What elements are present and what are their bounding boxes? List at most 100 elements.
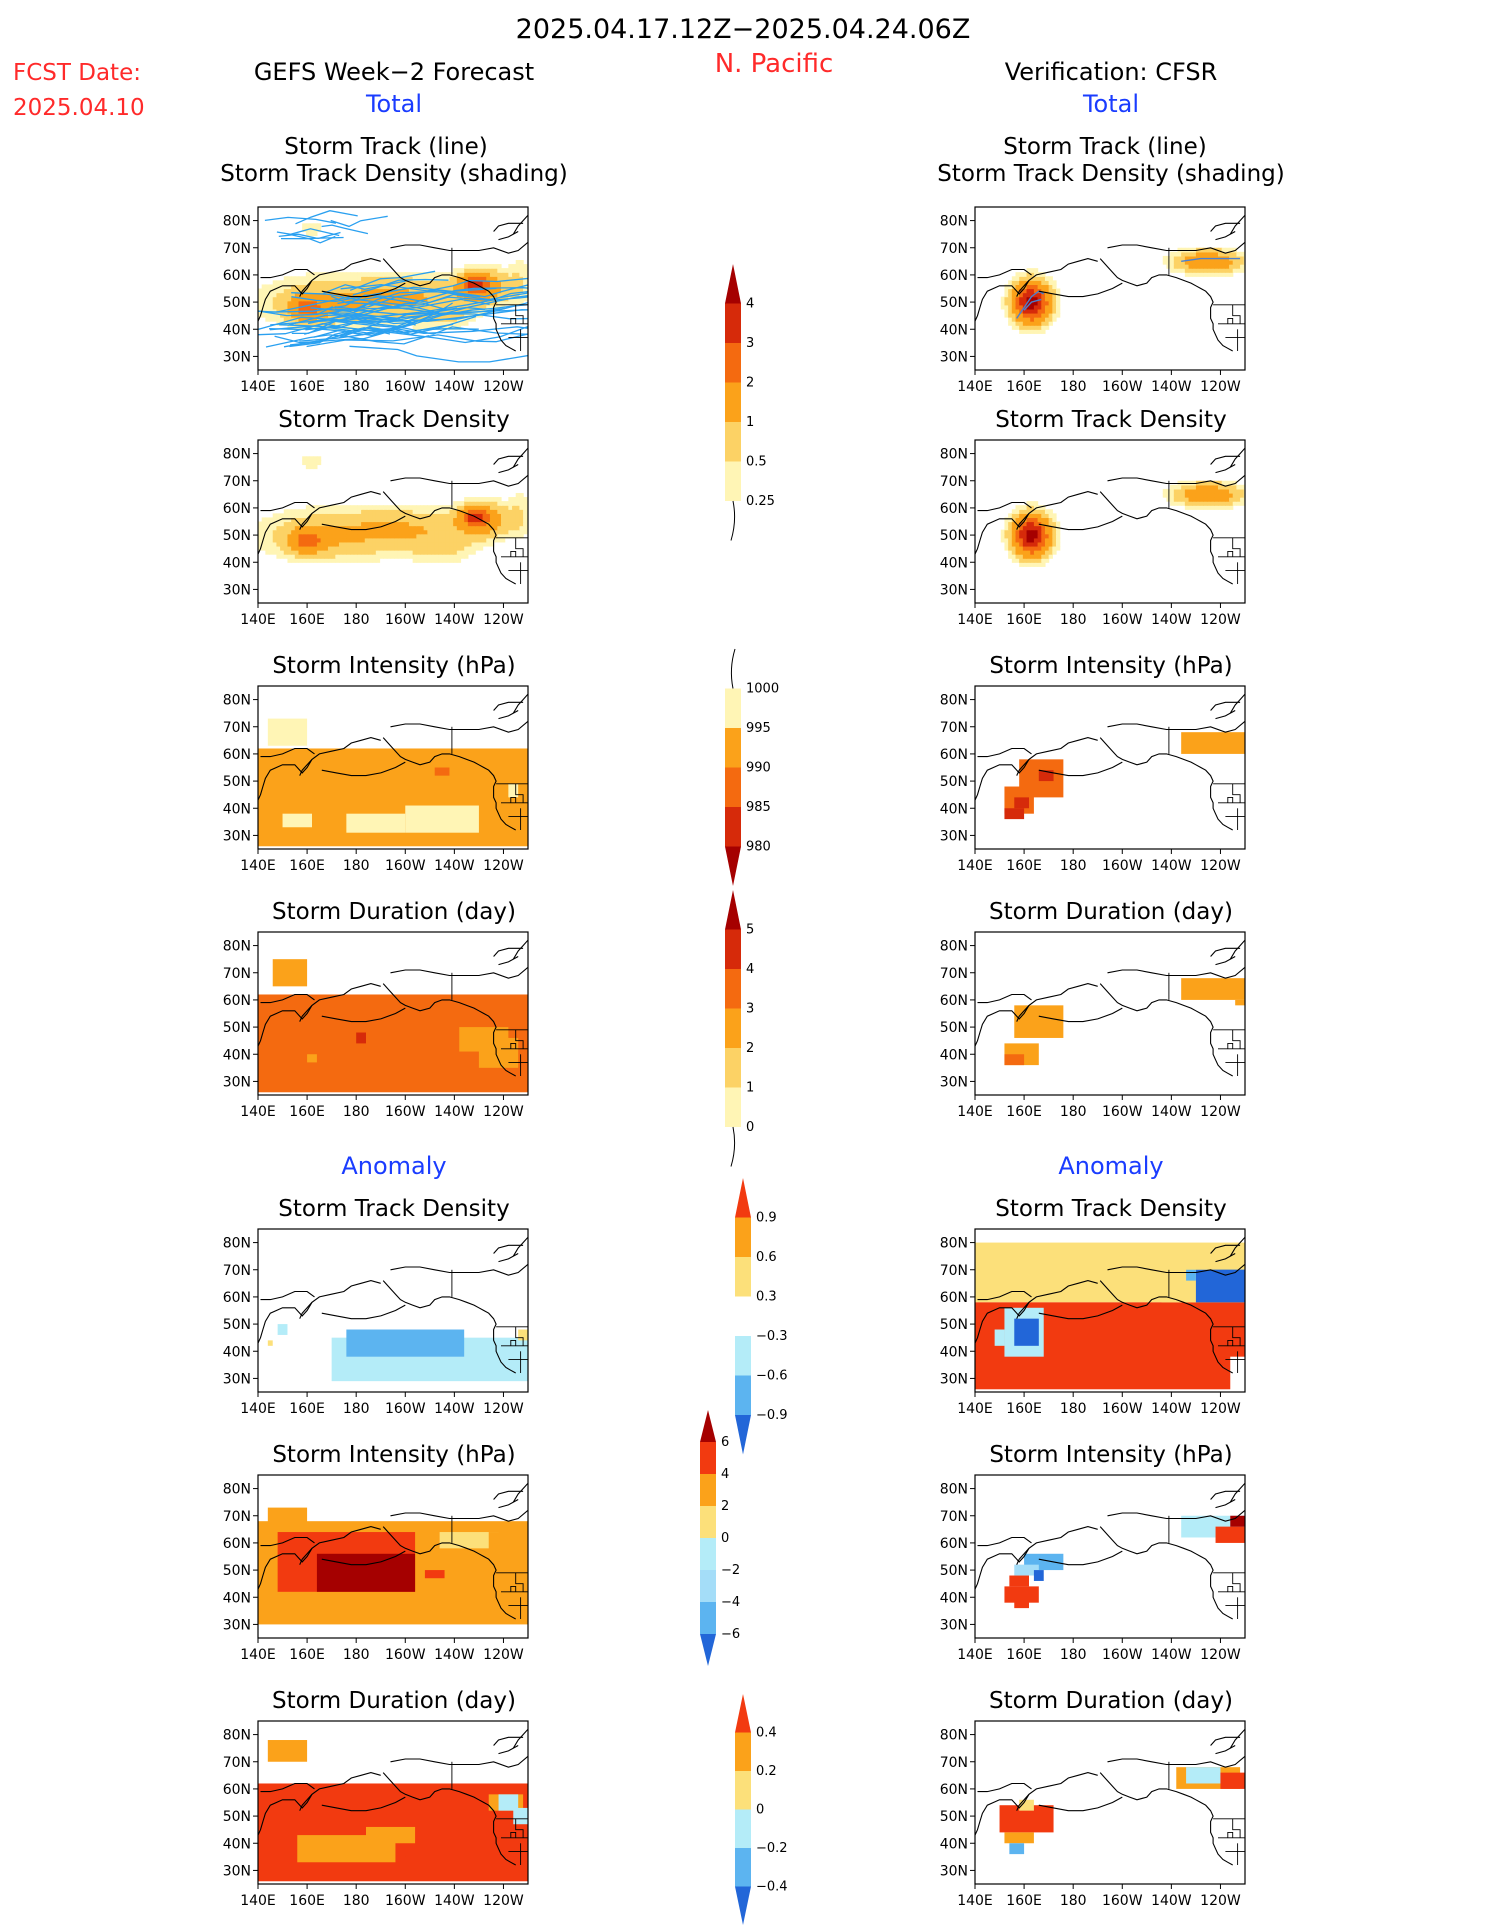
coastline <box>498 231 519 241</box>
density-cell <box>361 525 366 531</box>
x-tick-label: 160W <box>385 1104 426 1120</box>
colorbar-label: 1 <box>746 1081 754 1096</box>
density-cell <box>508 280 513 286</box>
storm-track-line <box>310 301 408 313</box>
density-cell <box>512 288 517 294</box>
density-cell <box>1011 541 1017 547</box>
storm-track-line <box>276 228 340 237</box>
country-border <box>510 1831 517 1838</box>
coastline <box>1210 1244 1241 1254</box>
coastline <box>493 455 524 465</box>
coastline <box>498 710 519 720</box>
density-cell <box>523 529 528 535</box>
density-cell <box>287 529 292 535</box>
region-title: N. Pacific <box>715 49 834 79</box>
x-tick-label: 180 <box>343 1401 370 1417</box>
density-cell <box>261 296 266 302</box>
density-cell <box>401 308 406 314</box>
storm-track-line <box>349 270 436 291</box>
density-cell <box>386 513 392 519</box>
density-cell <box>471 509 476 514</box>
density-cell <box>313 517 318 523</box>
density-cell <box>1188 488 1193 494</box>
density-cell <box>467 284 473 290</box>
density-cell <box>504 525 509 531</box>
density-cell <box>390 517 395 523</box>
grid-cell <box>1019 1799 1034 1811</box>
density-cell <box>442 304 447 310</box>
x-tick-label: 120W <box>1200 1647 1241 1663</box>
density-cell <box>438 545 443 551</box>
density-cell <box>309 505 314 510</box>
country-border <box>510 550 517 557</box>
coastline <box>977 1782 1032 1793</box>
density-cell <box>280 537 285 543</box>
coastline <box>321 515 406 531</box>
density-cell <box>1236 268 1241 273</box>
density-cell <box>1056 304 1061 310</box>
density-cell <box>305 231 311 237</box>
density-cell <box>1048 554 1053 559</box>
density-cell <box>420 533 425 539</box>
density-cell <box>1008 312 1013 318</box>
density-cell <box>261 292 266 298</box>
density-cell <box>1044 541 1050 547</box>
density-cell <box>1225 272 1230 277</box>
density-cell <box>423 284 428 290</box>
density-cell <box>482 280 487 286</box>
density-cell <box>508 521 513 527</box>
density-cell <box>1000 300 1006 306</box>
density-cell <box>434 513 440 519</box>
density-cell <box>394 554 399 559</box>
date-range-title: 2025.04.17.12Z−2025.04.24.06Z <box>516 14 971 45</box>
density-cell <box>1011 545 1017 551</box>
density-cell <box>346 537 351 543</box>
coastline <box>1099 1526 1233 1620</box>
density-cell <box>364 529 370 535</box>
density-cell <box>1011 517 1017 523</box>
density-cell <box>331 288 336 294</box>
density-cell <box>379 525 384 531</box>
density-cell <box>467 537 473 543</box>
density-cell <box>519 513 524 519</box>
density-cell <box>272 280 278 286</box>
y-tick-label: 70N <box>223 1263 251 1279</box>
density-cell <box>305 509 311 514</box>
density-cell <box>1008 545 1013 551</box>
density-cell <box>412 517 417 523</box>
density-cell <box>1048 513 1053 519</box>
density-cell <box>346 280 351 286</box>
density-cell <box>1026 268 1031 273</box>
density-cell <box>416 509 421 514</box>
density-cell <box>305 288 311 294</box>
density-cell <box>1170 251 1175 257</box>
x-tick-label: 140E <box>957 1647 993 1663</box>
x-tick-label: 160W <box>1102 612 1143 628</box>
coastline <box>382 1526 516 1620</box>
coastline <box>390 1263 528 1276</box>
density-cell <box>486 501 491 506</box>
x-tick-label: 140W <box>1151 1647 1192 1663</box>
density-cell <box>1008 517 1013 523</box>
density-cell <box>460 529 465 535</box>
density-cell <box>467 312 473 318</box>
density-cell <box>1004 517 1009 523</box>
x-tick-label: 140E <box>240 1401 276 1417</box>
density-cell <box>442 529 447 535</box>
density-cell <box>368 509 373 514</box>
density-cell <box>1037 554 1042 559</box>
density-cell <box>1173 501 1179 506</box>
f-anom-intensity-title: Storm Intensity (hPa) <box>272 1442 515 1468</box>
grid-cell <box>1230 1515 1245 1527</box>
density-cell <box>497 517 502 523</box>
y-tick-label: 80N <box>940 1482 968 1498</box>
density-cell <box>1044 317 1050 322</box>
density-cell <box>523 509 528 514</box>
density-cell <box>265 300 270 306</box>
density-cell <box>442 321 447 326</box>
density-cell <box>280 280 285 286</box>
density-cell <box>397 505 403 510</box>
density-cell <box>471 284 476 290</box>
density-cell <box>316 280 322 286</box>
density-cell <box>272 525 278 531</box>
